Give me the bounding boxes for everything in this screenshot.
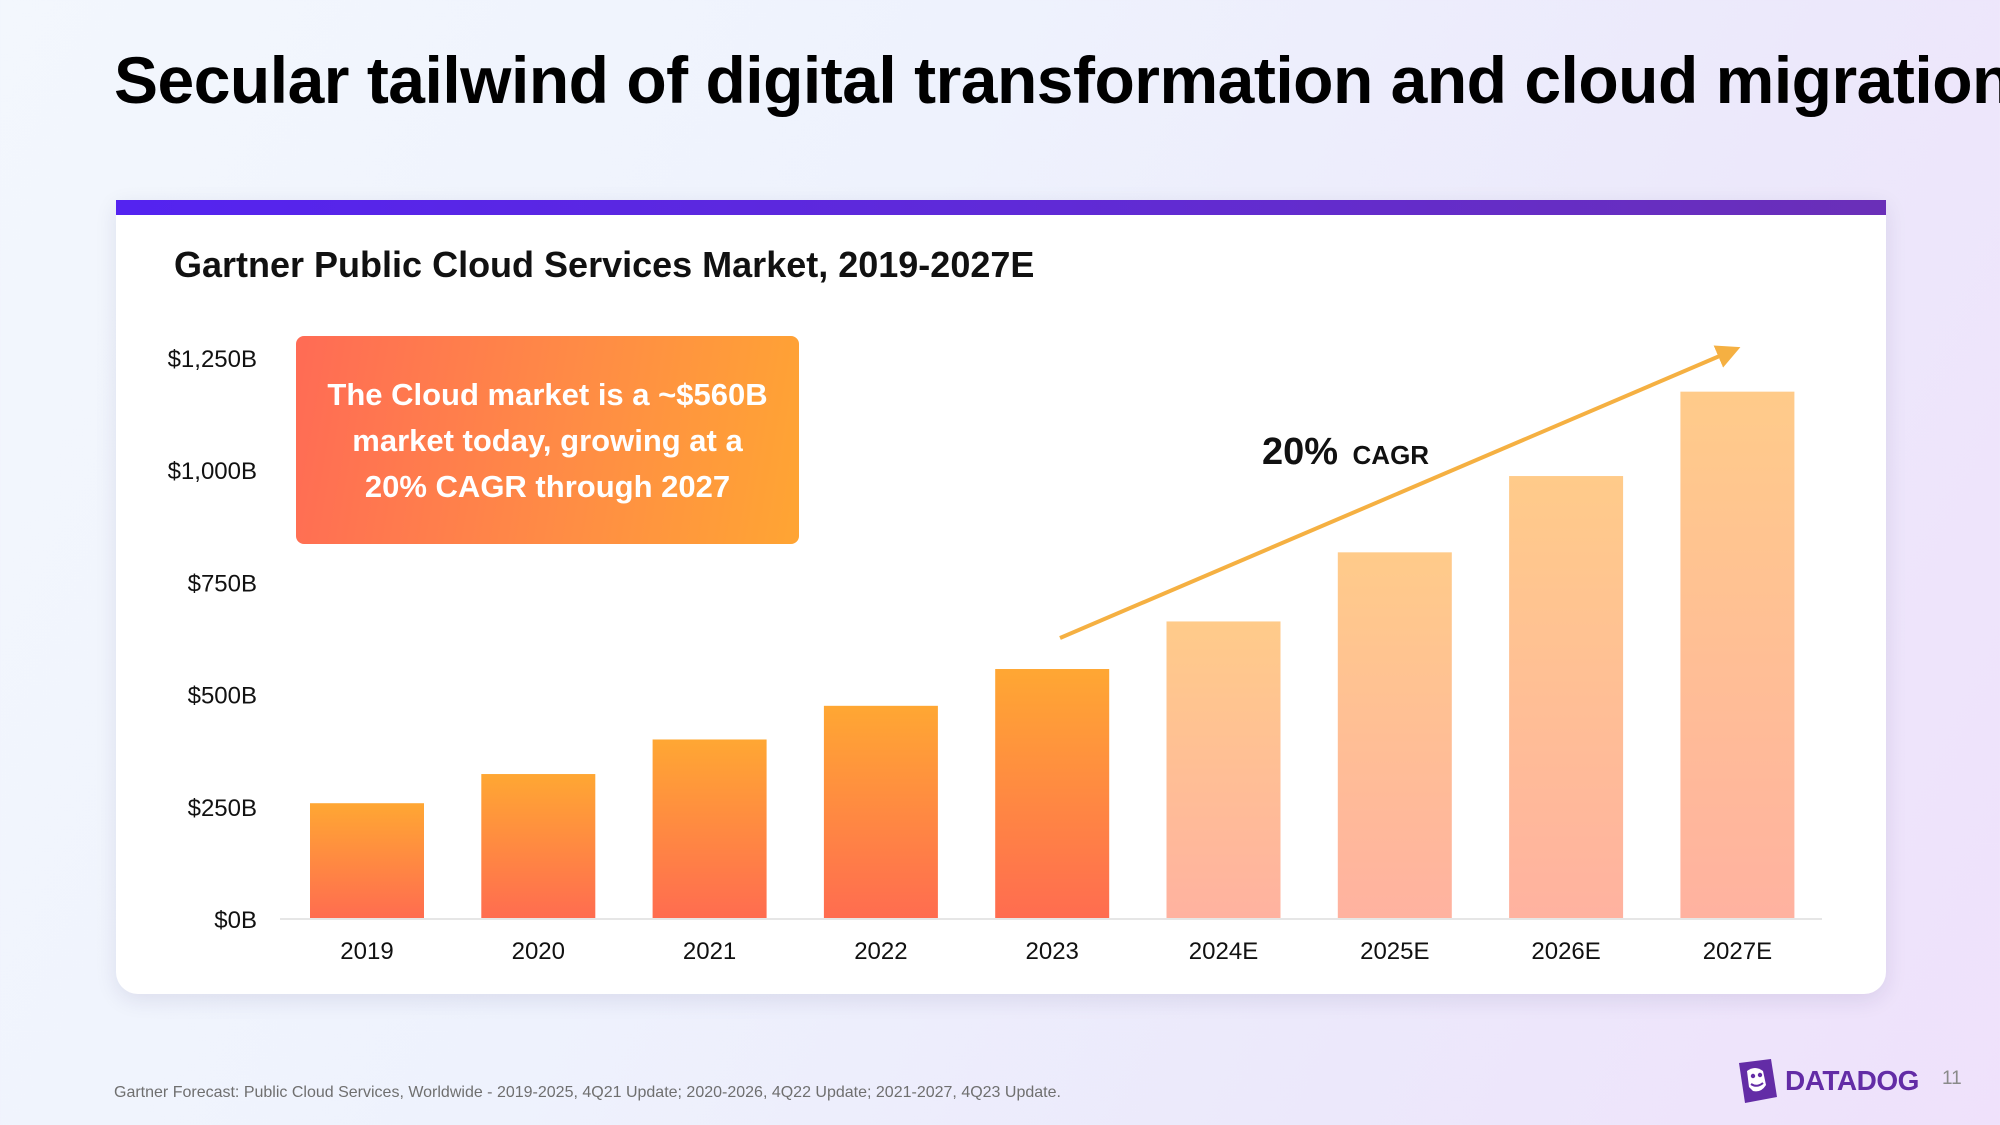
bar-2027e [1680, 391, 1795, 919]
cagr-label: CAGR [1353, 440, 1430, 470]
cagr-percent: 20% [1262, 431, 1338, 473]
y-tick-label: $1,000B [168, 458, 257, 485]
x-tick-label: 2026E [1531, 938, 1600, 965]
x-tick-label: 2023 [1026, 938, 1079, 965]
bar-2024e [1166, 621, 1281, 919]
cagr-trend-arrow [1059, 345, 1741, 640]
bar-2022 [823, 705, 938, 919]
y-tick-label: $250B [188, 795, 257, 822]
x-tick-label: 2024E [1189, 938, 1258, 965]
x-tick-label: 2027E [1703, 938, 1772, 965]
page-number: 11 [1942, 1068, 1962, 1089]
callout-line-1: The Cloud market is a ~$560B [327, 377, 768, 412]
datadog-logo: DATADOG [1735, 1056, 1925, 1106]
bar-2021 [652, 739, 767, 919]
bar-2025e [1337, 552, 1452, 919]
x-tick-label: 2021 [683, 938, 736, 965]
callout-line-2: market today, growing at a [352, 423, 743, 458]
bar-2026e [1509, 476, 1624, 919]
y-tick-label: $1,250B [168, 346, 257, 373]
bar-2023 [995, 669, 1110, 919]
slide-title: Secular tailwind of digital transformati… [114, 43, 2000, 117]
x-tick-label: 2022 [854, 938, 907, 965]
source-footnote: Gartner Forecast: Public Cloud Services,… [114, 1084, 1061, 1101]
chart-title: Gartner Public Cloud Services Market, 20… [174, 244, 1035, 285]
market-callout-box: The Cloud market is a ~$560B market toda… [296, 336, 799, 544]
x-tick-label: 2025E [1360, 938, 1429, 965]
datadog-wordmark: DATADOG [1785, 1065, 1919, 1096]
x-tick-label: 2020 [512, 938, 565, 965]
cagr-annotation: 20% CAGR [1262, 431, 1429, 473]
y-tick-label: $0B [214, 907, 257, 934]
bar-2019 [310, 803, 424, 919]
x-tick-label: 2019 [340, 938, 393, 965]
y-tick-label: $750B [188, 570, 257, 597]
bar-2020 [481, 774, 596, 919]
datadog-dog-icon [1739, 1059, 1777, 1103]
card-accent-bar [116, 200, 1886, 215]
callout-line-3: 20% CAGR through 2027 [364, 469, 731, 504]
y-tick-label: $500B [188, 683, 257, 710]
